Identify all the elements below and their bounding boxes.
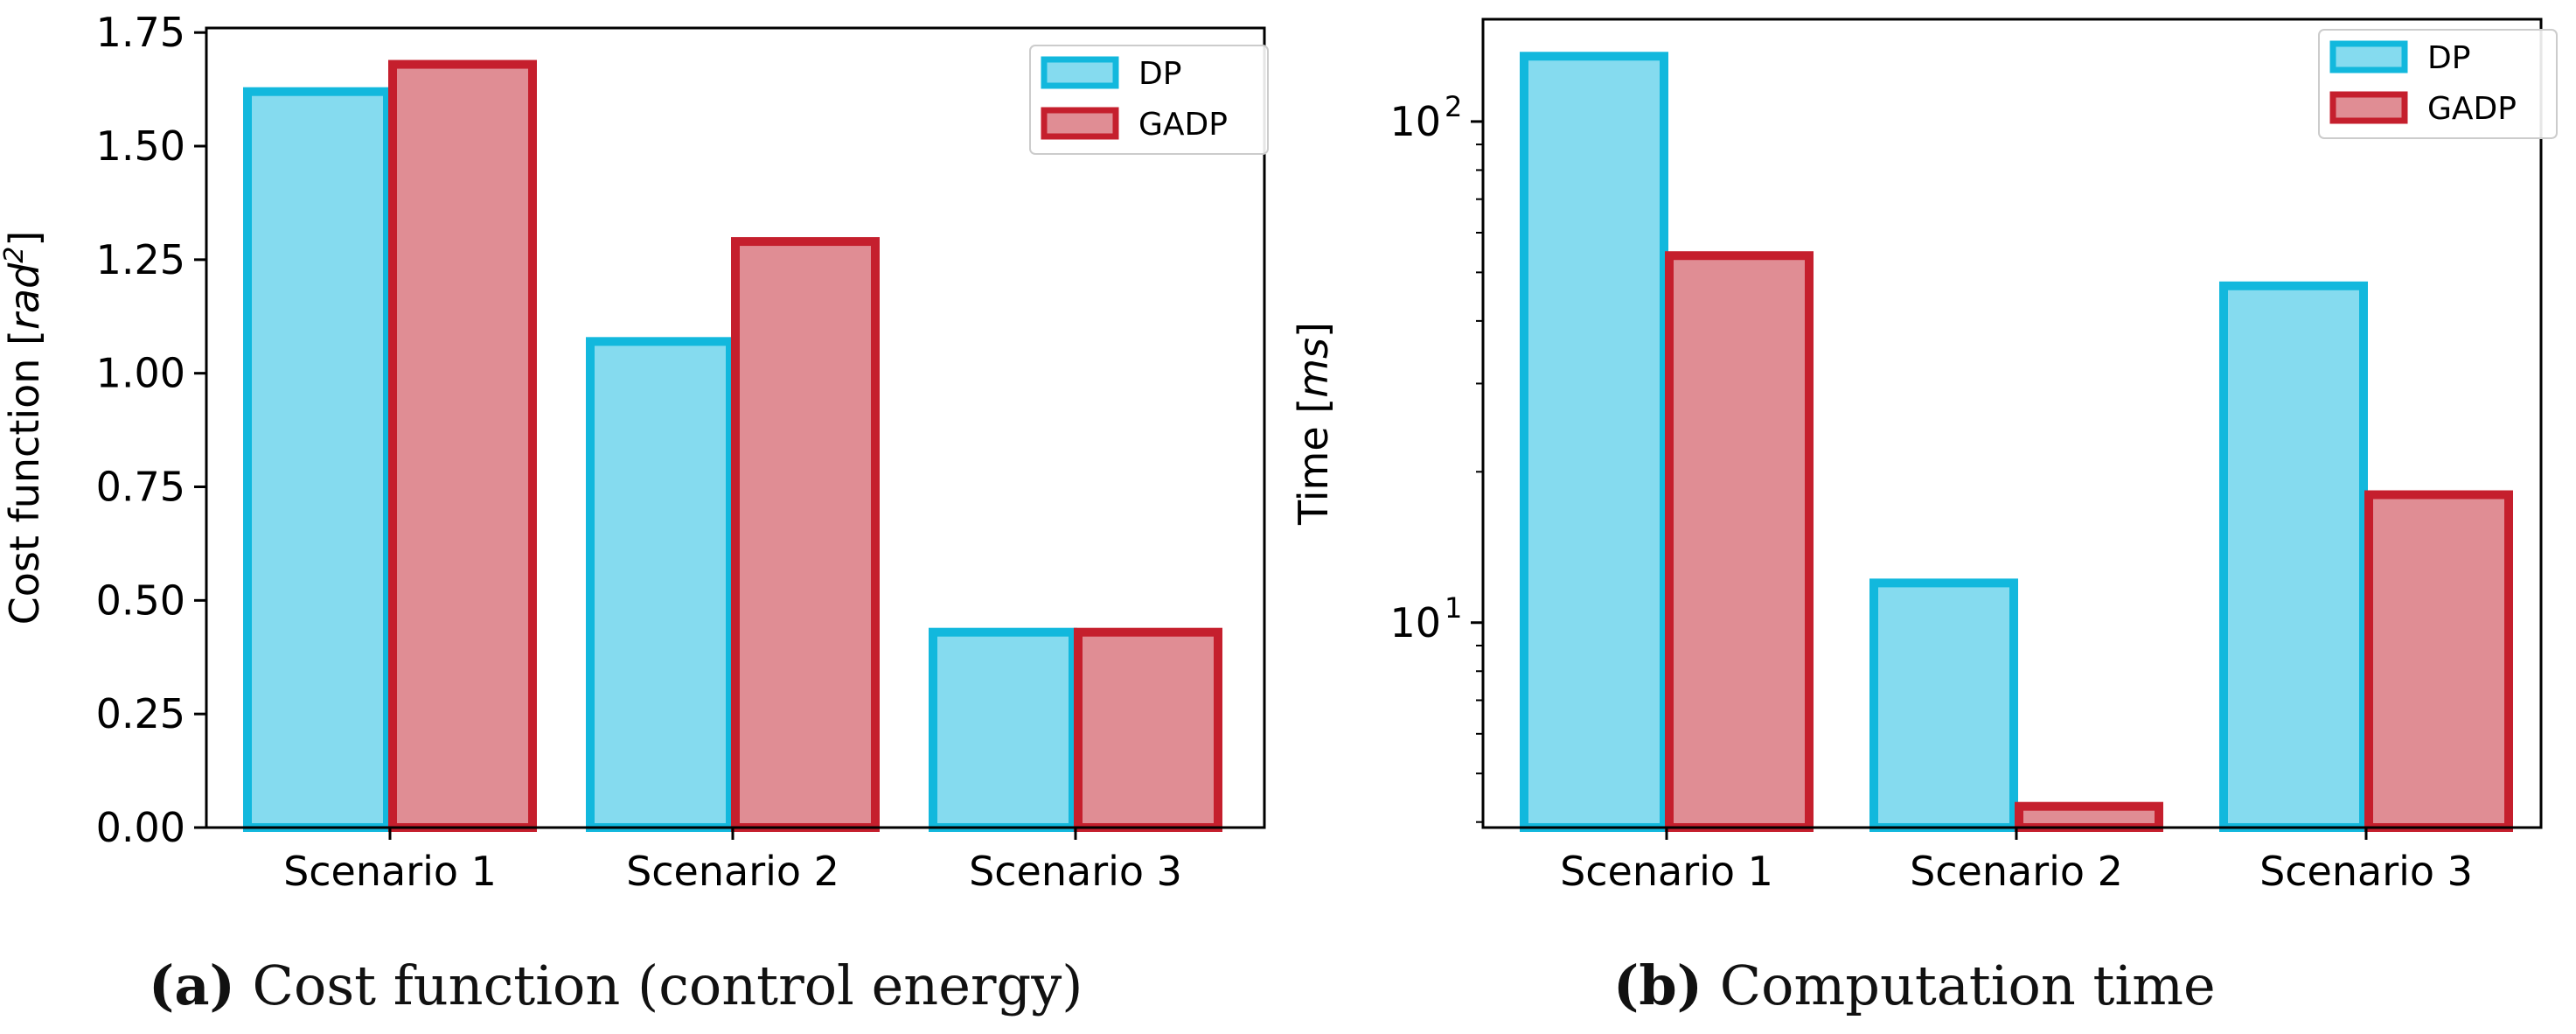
legend-label-gadp: GADP — [2427, 91, 2517, 127]
caption-b-text: Computation time — [1702, 954, 2216, 1017]
computation-time-chart: Scenario 1 Scenario 2 Scenario 310 110 2Time… — [1290, 17, 2558, 895]
legend-swatch-gadp — [2329, 91, 2408, 124]
x-tick-label: Scenario 1 — [1560, 848, 1773, 895]
bar-gadp-scenario-2 — [2015, 801, 2163, 832]
bar-dp-scenario-2 — [1869, 578, 2018, 832]
legend-swatch-dp — [1041, 56, 1119, 89]
y-tick-label: 1.50 — [96, 122, 185, 170]
bar-dp-scenario-1 — [1520, 52, 1668, 832]
y-tick-label: 0.75 — [96, 464, 185, 511]
y-axis-label: Cost function [rad2] — [0, 231, 48, 625]
bar-dp-scenario-3 — [929, 627, 1077, 832]
y-axis-label-text: Cost function [ — [1, 330, 48, 625]
axes-frame — [205, 26, 1266, 829]
caption-a-letter: (a) — [149, 954, 235, 1017]
bar-gadp-scenario-2 — [731, 237, 880, 833]
legend-swatch-dp — [2329, 40, 2408, 73]
y-tick-label: 0.25 — [96, 690, 185, 737]
bar-dp-scenario-1 — [243, 87, 392, 833]
bar-dp-scenario-3 — [2219, 281, 2368, 832]
y-tick-label: 1.25 — [96, 236, 185, 283]
x-tick-label: Scenario 2 — [626, 848, 839, 895]
bar-gadp-scenario-1 — [1665, 251, 1814, 832]
y-tick-label: 0.50 — [96, 576, 185, 624]
y-tick-label: 1.75 — [96, 9, 185, 56]
legend-swatch-gadp — [1041, 107, 1119, 140]
y-tick-label: 10 — [1389, 98, 1441, 145]
y-axis-label-unit: rad — [1, 262, 48, 330]
x-tick-label: Scenario 2 — [1910, 848, 2123, 895]
caption-b: (b) Computation time — [1613, 954, 2216, 1017]
y-tick-exponent: 2 — [1445, 90, 1462, 123]
cost-function-chart: Scenario 1 Scenario 2 Scenario 3 0.00 0.25 0.… — [0, 9, 1269, 895]
caption-b-letter: (b) — [1613, 954, 1703, 1017]
bar-dp-scenario-2 — [586, 337, 735, 833]
y-axis-label: Time [ms] — [1290, 322, 1337, 526]
caption-a: (a) Cost function (control energy) — [149, 954, 1083, 1017]
x-tick-label: Scenario 1 — [283, 848, 497, 895]
y-axis-label-close: ] — [1290, 322, 1337, 338]
y-tick-exponent: 1 — [1445, 591, 1462, 625]
bar-gadp-scenario-1 — [388, 59, 537, 832]
y-axis-label-unit: ms — [1290, 338, 1337, 398]
y-axis-label-text: Time [ — [1290, 398, 1337, 526]
x-tick-label: Scenario 3 — [969, 848, 1182, 895]
y-axis-label-close: ] — [1, 231, 48, 247]
caption-a-text: Cost function (control energy) — [234, 954, 1083, 1017]
legend-label-dp: DP — [1138, 56, 1181, 92]
axes-frame — [1481, 17, 2543, 829]
y-tick-label: 10 — [1389, 599, 1441, 646]
x-tick-label: Scenario 3 — [2259, 848, 2473, 895]
bar-gadp-scenario-3 — [2364, 490, 2513, 832]
y-axis-label-exponent: 2 — [0, 247, 30, 263]
y-tick-label: 1.00 — [96, 350, 185, 397]
y-tick-label: 0.00 — [96, 804, 185, 851]
legend-label-gadp: GADP — [1138, 107, 1228, 143]
legend-label-dp: DP — [2427, 40, 2470, 76]
bar-gadp-scenario-3 — [1074, 627, 1222, 832]
